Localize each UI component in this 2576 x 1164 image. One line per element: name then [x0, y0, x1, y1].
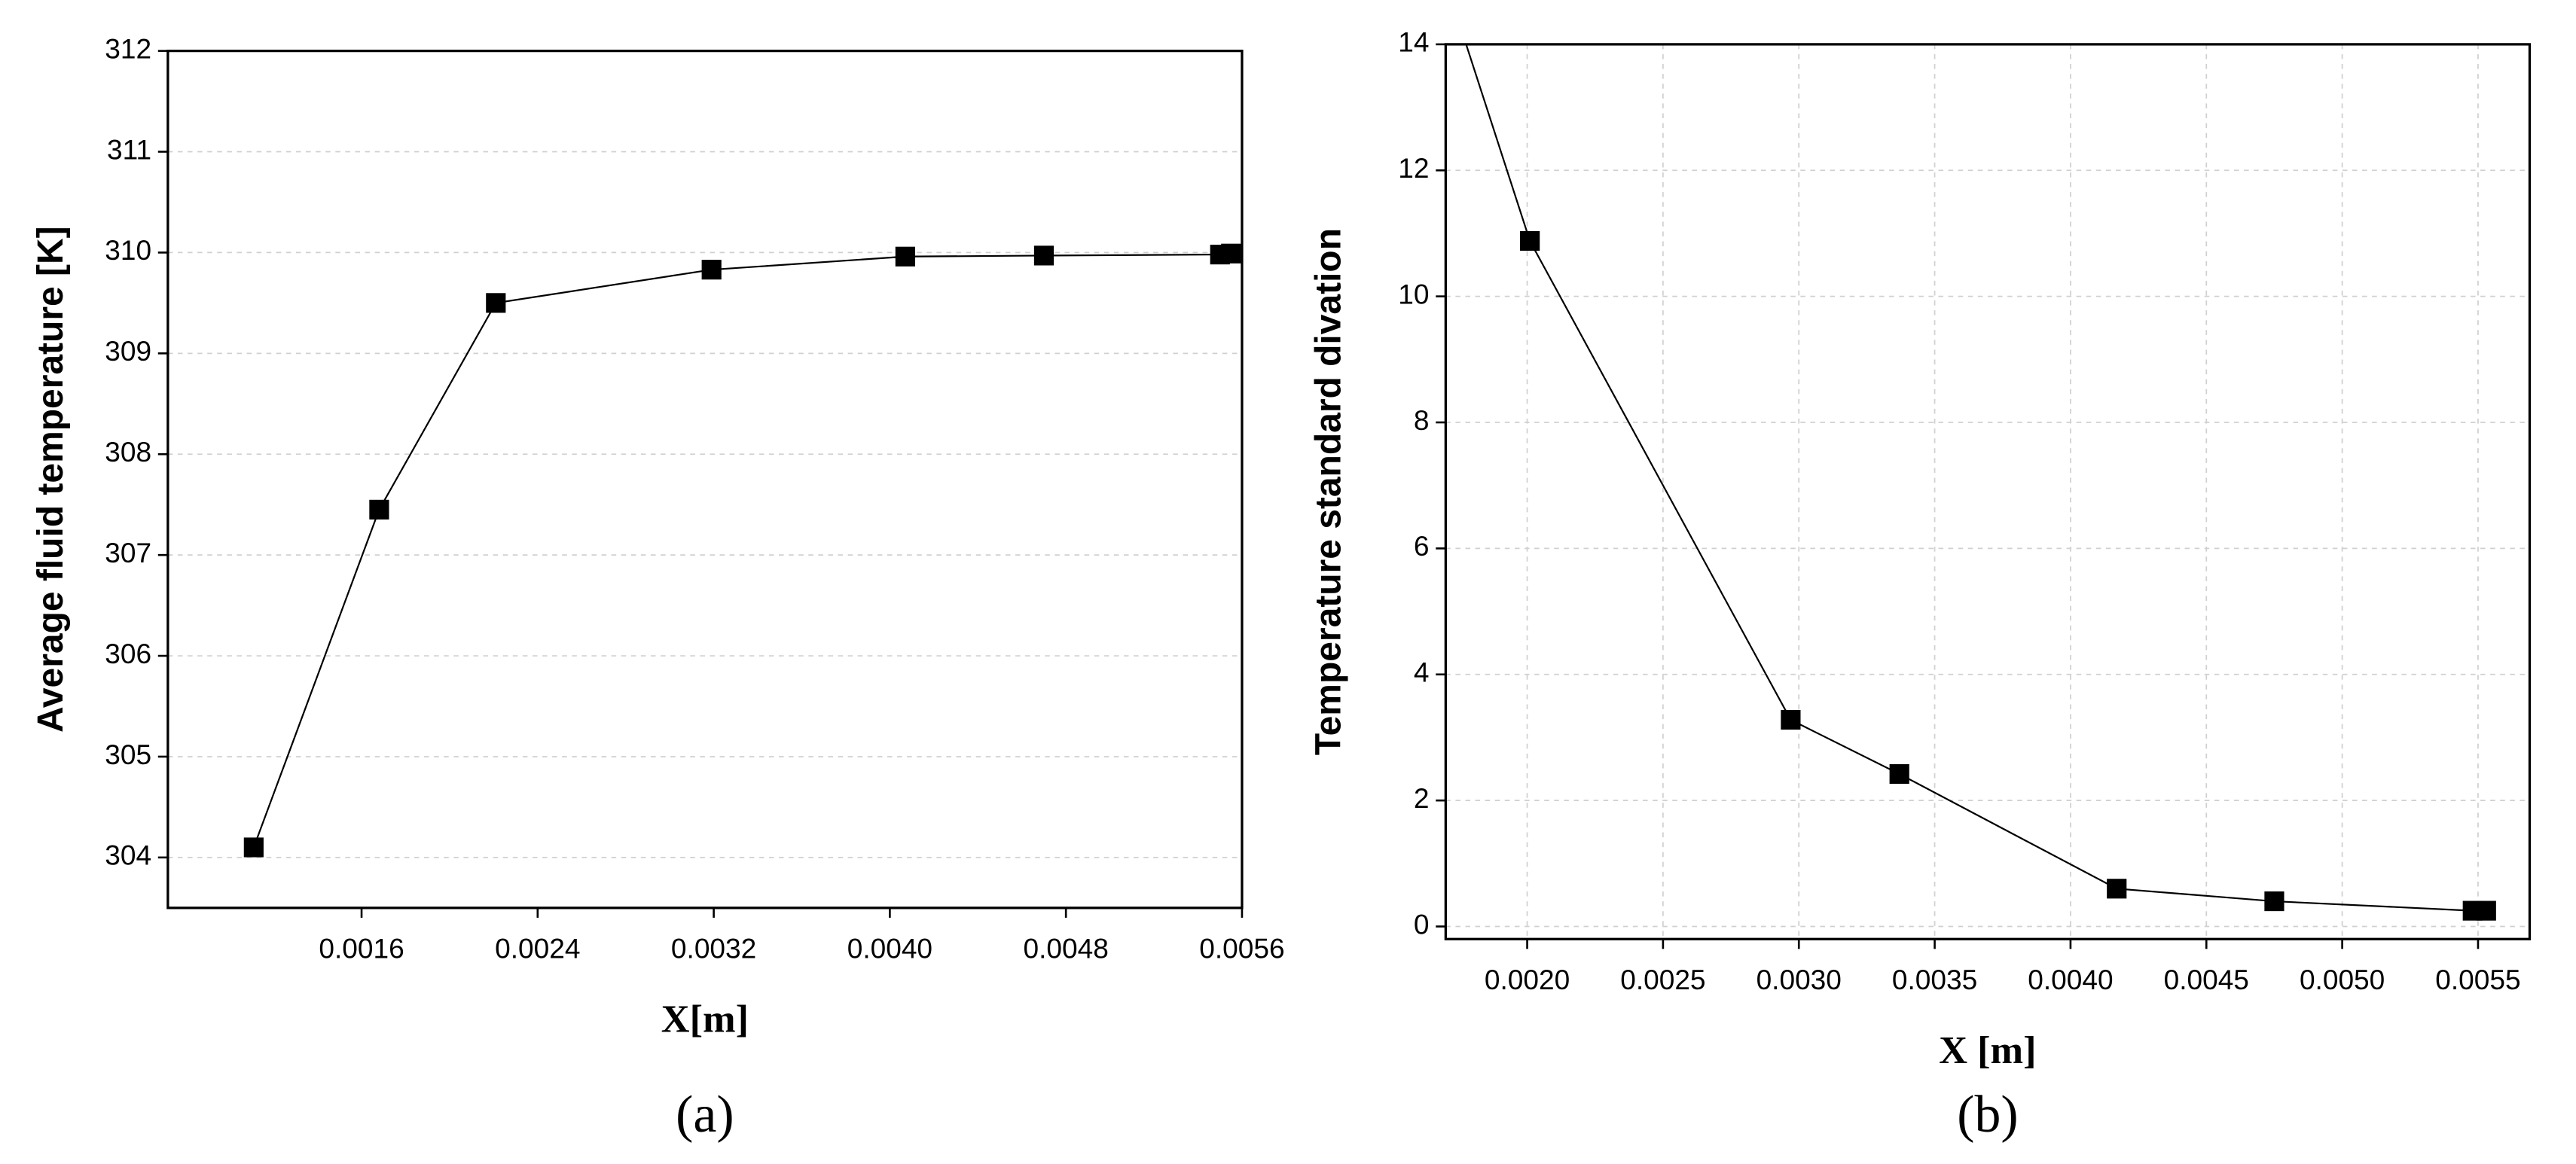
x-tick-label: 0.0016 — [319, 932, 404, 964]
x-axis-title: X[m] — [661, 997, 749, 1041]
x-tick-label: 0.0055 — [2435, 964, 2520, 995]
y-tick-label: 8 — [1414, 404, 1430, 436]
caption: (b) — [1957, 1086, 2018, 1144]
y-tick-label: 311 — [107, 133, 151, 165]
y-tick-label: 12 — [1398, 152, 1429, 184]
panel: 304 305 306 307 308 309 310 311 312 0.0016 0.0024 0… — [31, 32, 1285, 1144]
y-tick-label: 306 — [105, 638, 151, 669]
marker — [2264, 891, 2285, 912]
x-tick-label: 0.0048 — [1024, 932, 1109, 964]
x-tick-label: 0.0032 — [671, 932, 756, 964]
x-tick-label: 0.0040 — [2028, 964, 2113, 995]
marker — [1221, 243, 1241, 264]
marker — [1033, 245, 1055, 266]
y-tick-label: 309 — [105, 335, 151, 367]
y-axis-title: Temperature standard divation — [1308, 228, 1348, 755]
y-tick-label: 10 — [1398, 278, 1429, 309]
marker — [1889, 763, 1909, 785]
line — [1465, 44, 2486, 912]
y-tick-label: 305 — [105, 739, 151, 770]
marker — [486, 293, 506, 313]
x-tick-label: 0.0045 — [2164, 964, 2249, 995]
plot-frame — [166, 49, 1244, 910]
marker — [1781, 709, 1801, 730]
marker — [895, 246, 915, 267]
marker — [369, 499, 389, 520]
marker — [2107, 879, 2127, 899]
y-tick-label: 307 — [105, 537, 151, 568]
series — [243, 243, 1241, 858]
y-tick-label: 2 — [1414, 782, 1430, 814]
marker — [243, 837, 264, 858]
y-tick-label: 308 — [105, 436, 151, 468]
y-tick-label: 312 — [105, 32, 151, 64]
x-axis-title: X [m] — [1939, 1028, 2036, 1072]
marker — [1520, 230, 1540, 251]
x-tick-label: 0.0035 — [1892, 964, 1977, 995]
line — [252, 252, 1232, 848]
x-tick-label: 0.0025 — [1620, 964, 1705, 995]
marker — [701, 260, 722, 280]
marker — [2476, 900, 2496, 921]
y-tick-label: 310 — [105, 234, 151, 266]
y-tick-label: 6 — [1414, 530, 1430, 562]
y-tick-label: 0 — [1414, 908, 1430, 940]
y-tick-label: 304 — [105, 839, 151, 871]
y-tick-label: 4 — [1414, 657, 1430, 688]
x-tick-label: 0.0040 — [847, 932, 932, 964]
x-tick-label: 0.0024 — [495, 932, 580, 964]
plot-frame — [1444, 43, 2532, 940]
x-tick-label: 0.0056 — [1199, 932, 1284, 964]
y-tick-label: 14 — [1398, 26, 1429, 58]
y-axis-title: Average fluid temperature [K] — [31, 226, 71, 733]
x-tick-label: 0.0050 — [2300, 964, 2385, 995]
series — [1465, 44, 2496, 921]
panel: 0 2 4 6 8 10 12 14 0.0020 0.0025 0.0030 0.0035 0.004… — [1308, 26, 2532, 1144]
caption: (a) — [676, 1086, 734, 1144]
x-tick-label: 0.0030 — [1757, 964, 1842, 995]
x-tick-label: 0.0020 — [1485, 964, 1570, 995]
